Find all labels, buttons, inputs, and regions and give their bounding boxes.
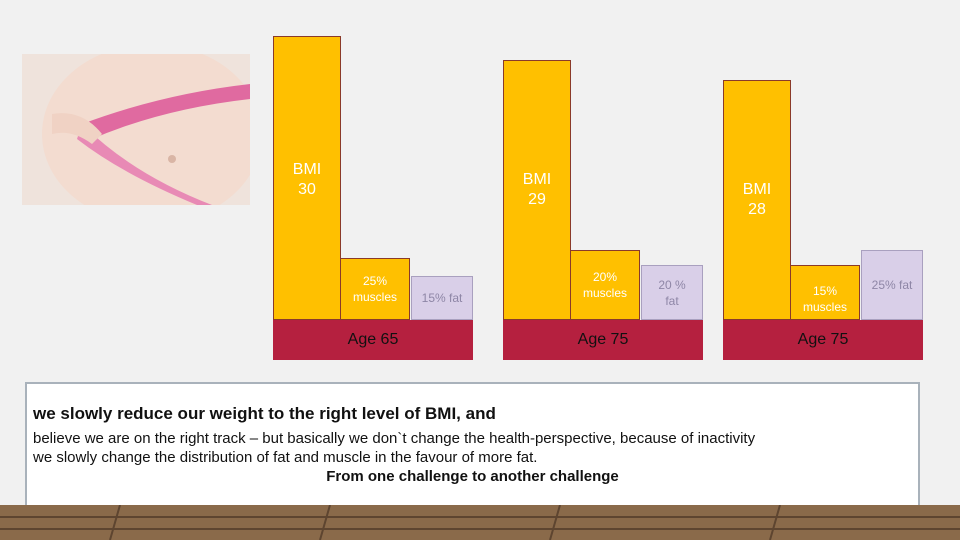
bmi-label: BMI 30 — [292, 161, 322, 198]
bmi-label: BMI 29 — [522, 171, 552, 208]
text-line: we slowly reduce our weight to the right… — [33, 404, 496, 423]
text-line: we slowly change the distribution of fat… — [33, 449, 538, 466]
bmi-label: BMI 28 — [742, 181, 772, 218]
fat-block: 20 % fat — [641, 265, 703, 320]
bmi-bar — [723, 80, 791, 320]
muscles-block: 15% muscles — [790, 265, 860, 320]
age-bar: Age 75 — [723, 320, 923, 360]
fat-block: 15% fat — [411, 276, 473, 320]
text-line: From one challenge to another challenge — [326, 468, 619, 485]
floor — [0, 505, 960, 540]
muscles-block: 25% muscles — [340, 258, 410, 320]
bmi-bar — [273, 36, 341, 320]
muscles-block: 20% muscles — [570, 250, 640, 320]
bmi-bar — [503, 60, 571, 320]
text-line: believe we are on the right track – but … — [33, 430, 756, 447]
age-bar: Age 75 — [503, 320, 703, 360]
text-box: we slowly reduce our weight to the right… — [25, 382, 920, 514]
age-bar: Age 65 — [273, 320, 473, 360]
fat-block: 25% fat — [861, 250, 923, 320]
photo — [22, 54, 250, 205]
